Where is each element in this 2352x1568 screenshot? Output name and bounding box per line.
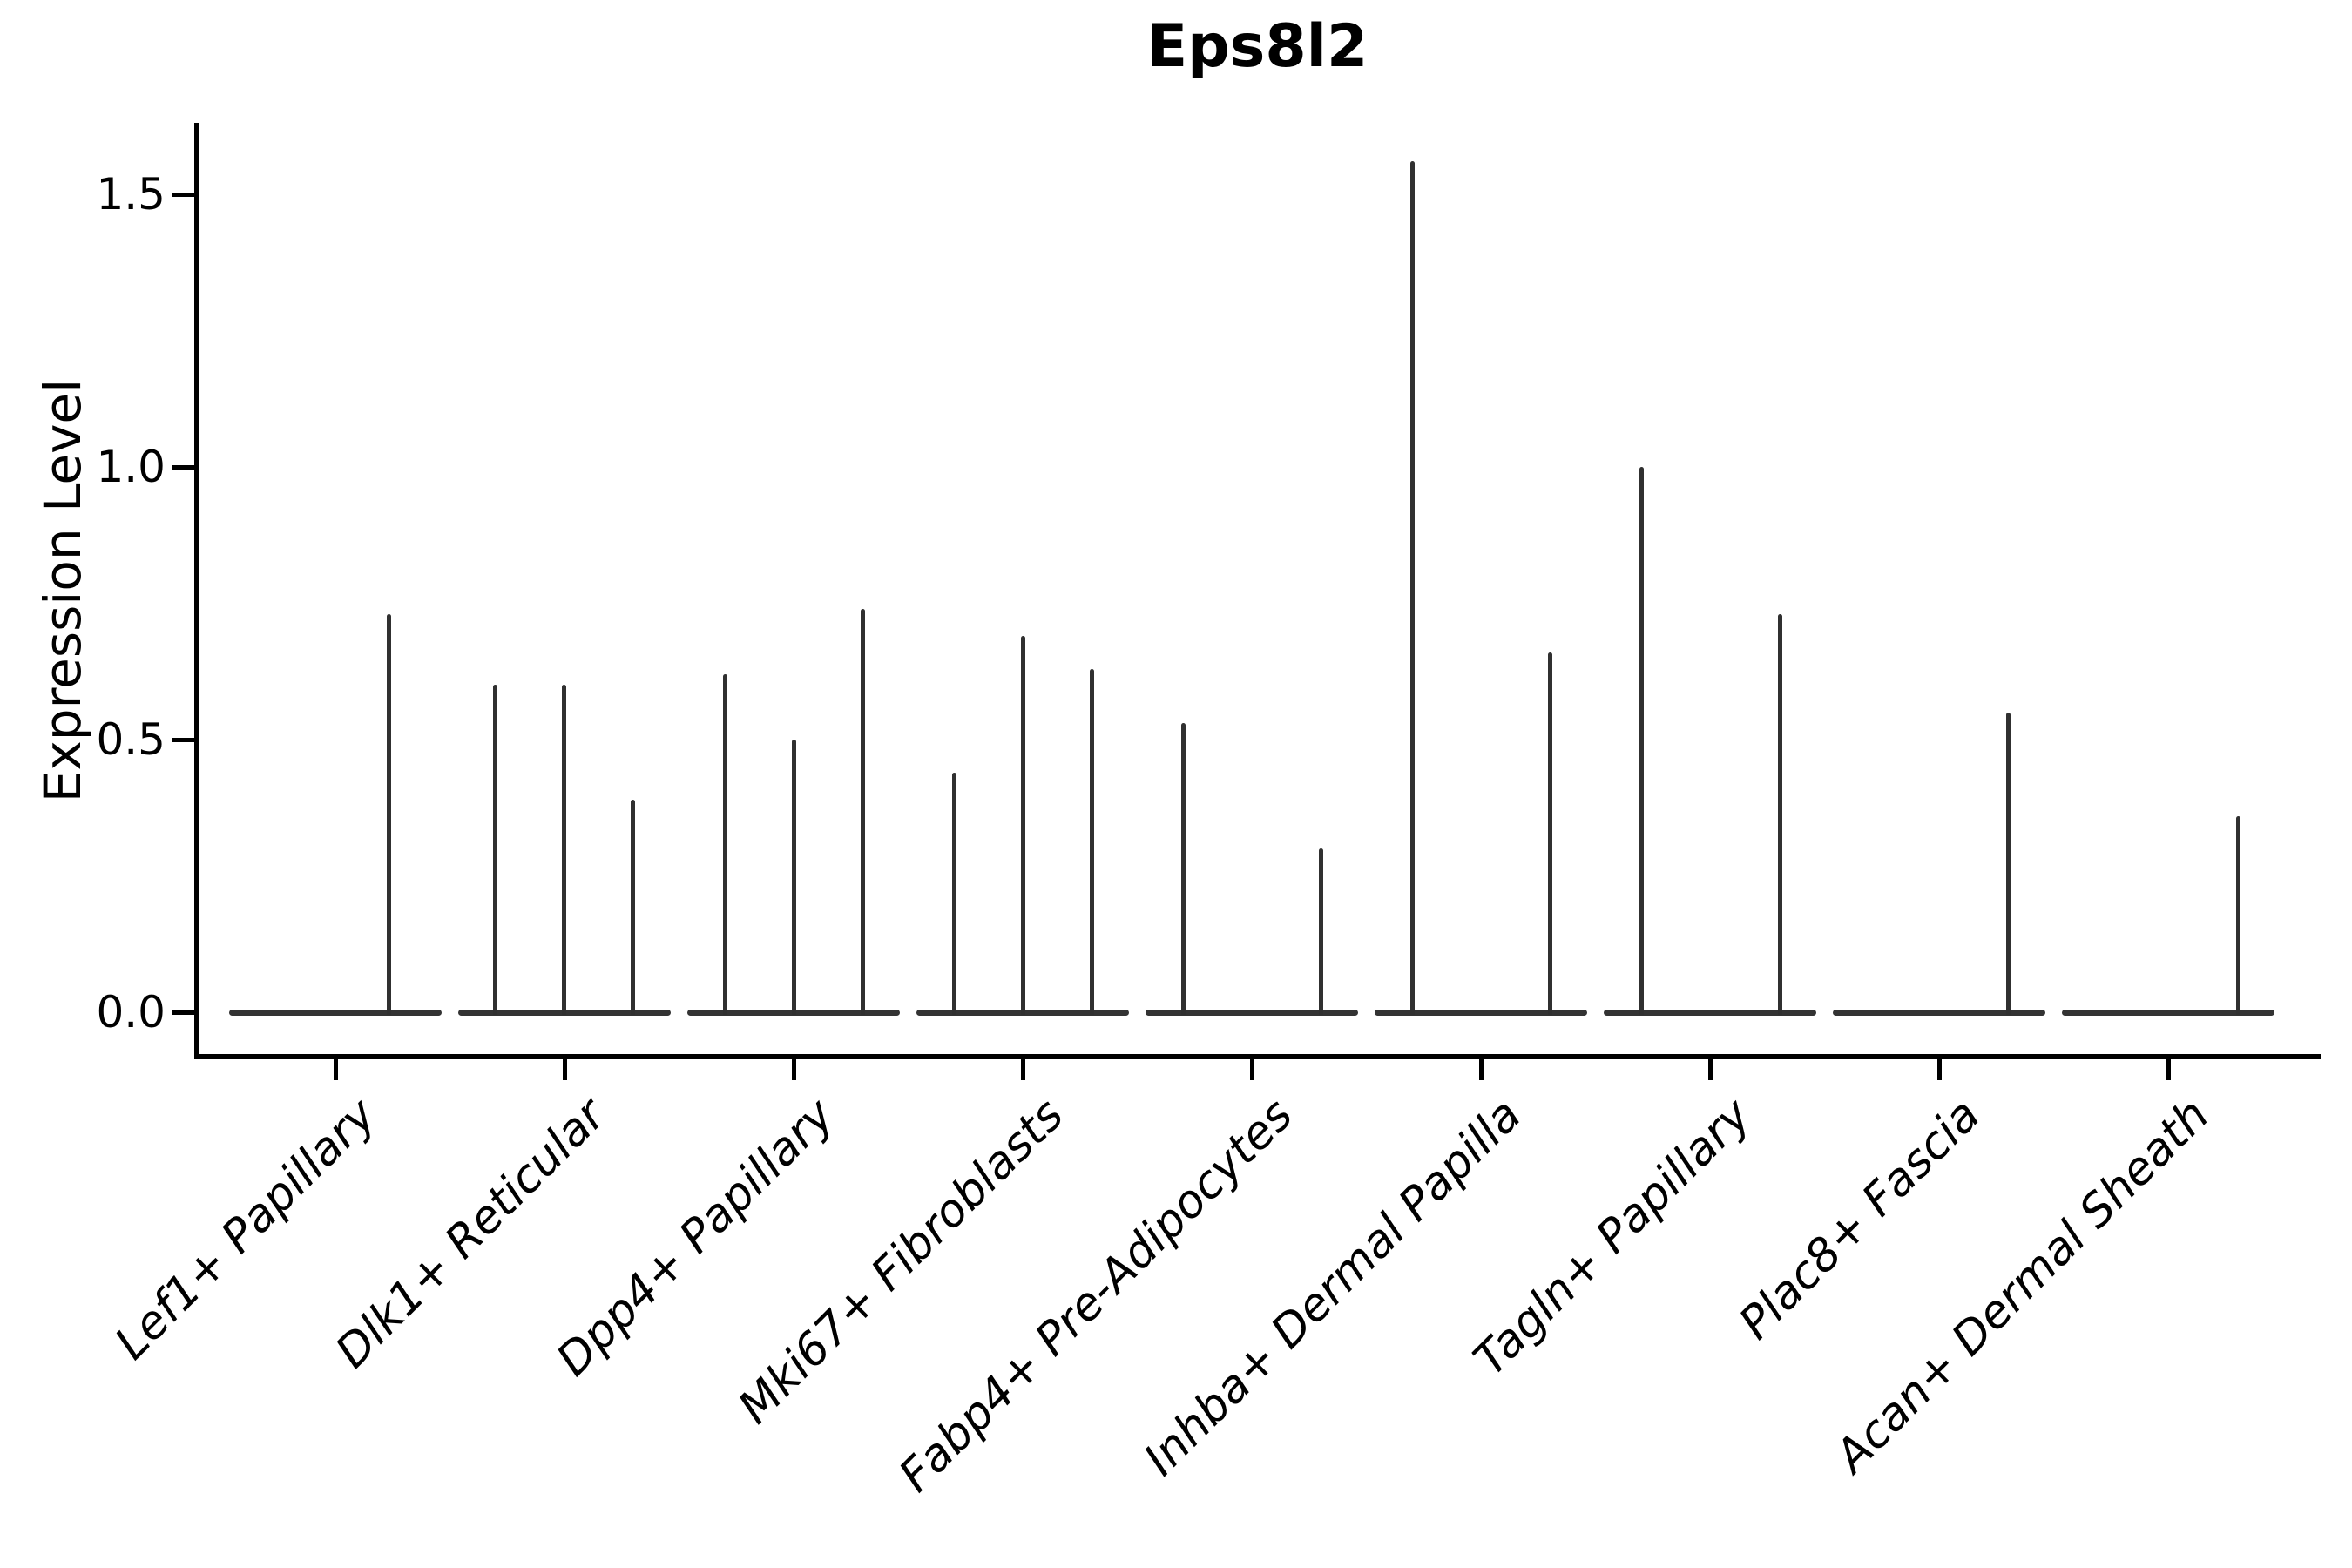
violin-spike [1778,614,1782,1015]
x-tick-mark [1021,1059,1025,1080]
violin-baseline [1604,1010,1816,1016]
x-tick-mark [2166,1059,2171,1080]
y-tick-mark [172,1010,194,1015]
y-axis-line [194,123,199,1059]
violin-baseline [2062,1010,2274,1016]
violin-spike [861,608,865,1015]
violin-spike [1021,636,1025,1015]
x-tick-label: Acan+ Dermal Sheath [1825,1089,2220,1483]
y-tick-mark [172,193,194,197]
violin-spike [1639,467,1644,1015]
violin-spike [493,685,497,1015]
x-tick-mark [1937,1059,1942,1080]
y-tick-label: 0.0 [96,987,166,1037]
x-tick-mark [1708,1059,1713,1080]
y-tick-label: 1.5 [96,169,166,220]
violin-spike [562,685,566,1015]
x-tick-mark [334,1059,338,1080]
violin-spike [1181,723,1186,1015]
x-tick-mark [1250,1059,1254,1080]
y-tick-mark [172,738,194,742]
violin-spike [1090,668,1094,1015]
violin-spike [387,614,391,1015]
violin-spike [723,673,727,1015]
x-tick-mark [563,1059,567,1080]
y-tick-mark [172,465,194,470]
violin-baseline [1146,1010,1358,1016]
x-tick-mark [792,1059,796,1080]
y-tick-label: 1.0 [96,442,166,492]
chart-title: Eps8l2 [1146,12,1369,81]
violin-baseline [1375,1010,1587,1016]
violin-spike [1410,161,1415,1015]
x-tick-label: Fabp4+ Pre-Adipocytes [889,1089,1303,1503]
violin-spike [631,799,635,1015]
x-tick-mark [1479,1059,1484,1080]
violin-spike [1548,652,1552,1015]
x-tick-label: Inhba+ Dermal Papilla [1134,1089,1532,1486]
violin-spike [2236,815,2240,1015]
x-tick-label: Plac8+ Fascia [1729,1089,1990,1350]
violin-spike [952,772,956,1015]
x-axis-line [194,1054,2321,1059]
violin-spike [1319,848,1323,1015]
violin-spike [792,740,796,1015]
violin-baseline [1833,1010,2045,1016]
violin-baseline [229,1010,442,1016]
y-tick-label: 0.5 [96,714,166,765]
violin-spike [2006,712,2011,1015]
